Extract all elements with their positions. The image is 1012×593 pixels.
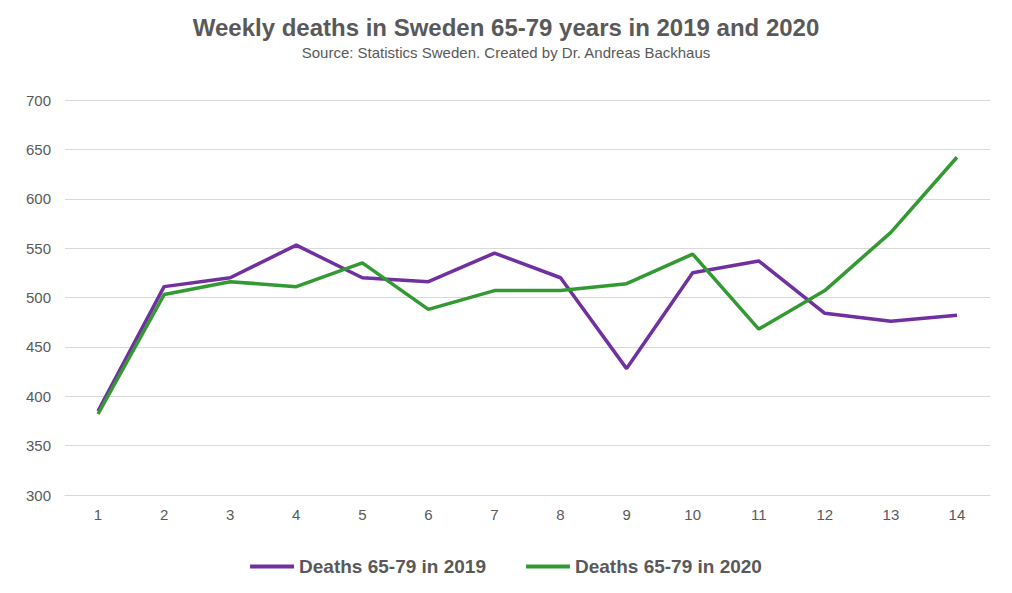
svg-text:700: 700	[26, 92, 51, 109]
svg-text:450: 450	[26, 338, 51, 355]
svg-text:Deaths 65-79 in 2019: Deaths 65-79 in 2019	[299, 556, 486, 577]
svg-text:11: 11	[751, 506, 767, 523]
svg-text:300: 300	[26, 487, 51, 504]
svg-text:13: 13	[883, 506, 900, 523]
svg-text:Deaths 65-79 in 2020: Deaths 65-79 in 2020	[575, 556, 762, 577]
svg-text:12: 12	[816, 506, 833, 523]
svg-text:4: 4	[292, 506, 300, 523]
svg-text:500: 500	[26, 289, 51, 306]
svg-text:550: 550	[26, 240, 51, 257]
svg-text:Source: Statistics Sweden. Cre: Source: Statistics Sweden. Created by Dr…	[302, 44, 711, 61]
svg-text:3: 3	[226, 506, 234, 523]
svg-text:10: 10	[684, 506, 701, 523]
svg-text:Weekly deaths in Sweden 65-79: Weekly deaths in Sweden 65-79 years in 2…	[193, 14, 820, 41]
svg-text:8: 8	[556, 506, 564, 523]
svg-text:400: 400	[26, 388, 51, 405]
svg-text:350: 350	[26, 437, 51, 454]
svg-text:9: 9	[622, 506, 630, 523]
svg-text:2: 2	[160, 506, 168, 523]
svg-text:650: 650	[26, 141, 51, 158]
svg-text:600: 600	[26, 190, 51, 207]
svg-text:6: 6	[424, 506, 432, 523]
svg-text:1: 1	[94, 506, 102, 523]
svg-text:14: 14	[949, 506, 966, 523]
svg-text:7: 7	[490, 506, 498, 523]
svg-text:5: 5	[358, 506, 366, 523]
